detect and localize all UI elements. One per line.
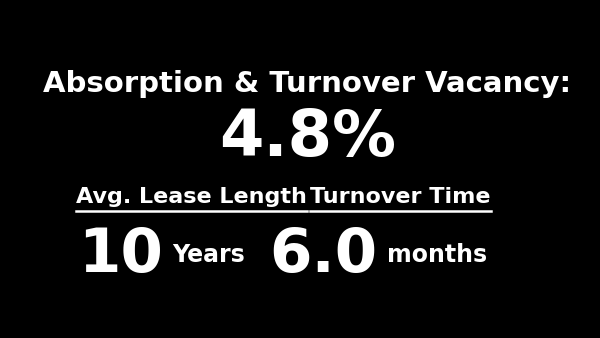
Text: Avg. Lease Length: Avg. Lease Length [76, 187, 307, 207]
Text: 10: 10 [79, 226, 163, 285]
Text: 4.8%: 4.8% [219, 107, 396, 169]
Text: 6.0: 6.0 [269, 226, 377, 285]
Text: Years: Years [173, 243, 245, 267]
Text: months: months [386, 243, 487, 267]
Text: Absorption & Turnover Vacancy:: Absorption & Turnover Vacancy: [43, 70, 572, 97]
Text: Turnover Time: Turnover Time [310, 187, 491, 207]
